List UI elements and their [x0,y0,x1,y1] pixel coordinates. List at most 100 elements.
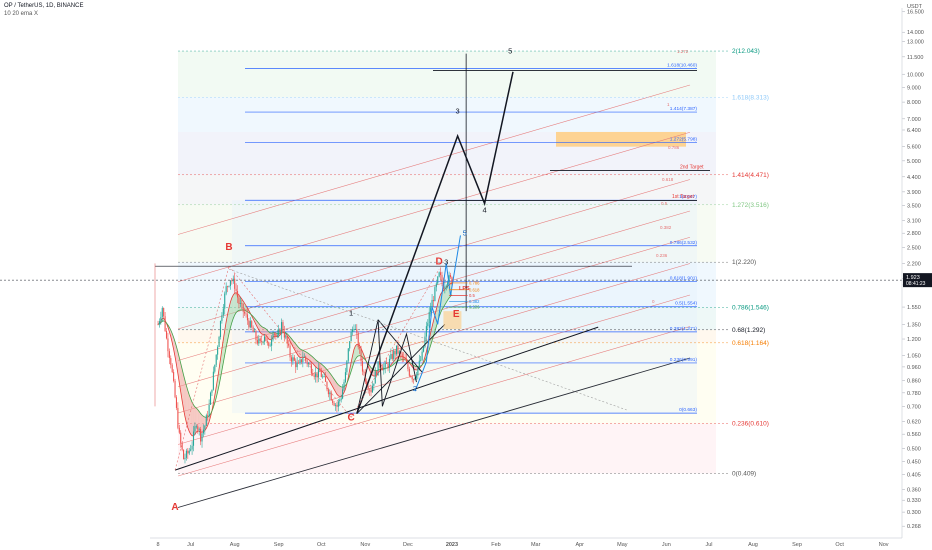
candle-body [398,351,400,354]
price-tick-label: 0.960 [907,365,921,371]
ema-band-segment [229,301,231,334]
candle-body [158,321,160,325]
candle-body [161,307,163,318]
price-tick-label: 9.000 [907,85,921,91]
candle-body [167,338,169,352]
candle-body [160,317,162,322]
channel-line [177,263,691,414]
candle-body [427,323,429,327]
candle-body [312,373,314,376]
candle-body [313,375,315,377]
candle-body [283,331,285,338]
time-tick-label: Dec [403,542,413,548]
candle-body [361,361,364,372]
e-zone [443,311,462,330]
candle-body [420,359,422,361]
candle-body [217,347,219,355]
candle-body [252,327,254,333]
candle-body [445,285,447,287]
wave-label-2: 2 [413,384,417,393]
price-tick-label: 10.000 [907,72,924,78]
candle-body [194,426,196,432]
candle-body [262,341,264,343]
candle-body [432,299,435,302]
mini-fib-label: 0.618 [469,287,480,292]
ema-band-segment [297,345,299,357]
candle-body [428,311,430,324]
ema-band-segment [325,367,327,378]
channel-label: 1.272 [677,49,689,54]
wave-label-d: D [436,256,443,267]
fib-level-label: 0.618(1.164) [732,340,769,347]
wave-label-b: B [225,242,232,253]
ema-band-segment [336,383,339,396]
candle-body [269,345,271,347]
candle-body [292,357,294,362]
inner-fib-label: 1.618(10.460) [667,63,697,69]
fib-level-label: 0.236(0.610) [732,421,769,428]
candle-body [177,407,179,428]
ema-band-segment [318,362,320,370]
ema-band-segment [197,409,200,432]
candle-body [370,389,372,393]
price-tick-label: 3.900 [907,190,921,196]
candle-body [418,360,420,369]
candle-body [405,359,408,363]
time-axis[interactable]: 8 Jul Aug Sep Oct Nov Dec 2023 Feb Mar Apr May Jun Ju… [150,537,902,548]
ema-band-segment [183,374,185,417]
time-tick-label: Nov [879,542,889,548]
candle-body [302,357,304,363]
candle-body [408,369,410,376]
candle-body [303,356,305,358]
candle-body [319,368,321,372]
ema-band-segment [335,381,337,395]
first-target-label: 1st Target [672,194,694,200]
inner-fib-label: 0.618(1.901) [670,276,698,282]
candle-body [377,361,379,376]
candle-body [268,342,270,346]
ema-band-segment [196,408,198,433]
price-tick-label: 0.500 [907,446,921,452]
candle-body [332,400,334,403]
fib-zone-0 [178,51,716,98]
ema-band-segment [268,331,271,340]
triangle-upper [377,319,423,373]
candle-body [187,450,189,454]
ema-band-segment [315,359,318,369]
candle-body [336,404,338,407]
projected-impulse [356,71,514,414]
inner-fib-label: 0.5(1.554) [675,301,697,307]
channel-label: 0.5 [661,201,668,206]
channel-line [177,326,691,477]
candle-body [356,328,358,334]
candle-body [174,380,176,398]
wave-label-4: 4 [483,206,487,215]
wave-label-3: 3 [456,107,460,116]
candle-body [212,371,214,390]
candle-body [315,373,317,377]
candles [157,267,453,464]
ema-band-segment [356,344,359,358]
ema-band-segment [180,363,183,401]
price-tick-label: 1.200 [907,337,921,343]
mini-fib-label: 0.786 [469,280,480,285]
ema-band-segment [246,305,248,312]
price-axis[interactable]: 16.500 14.000 13.000 11.500 10.000 9.000 8.000… [901,4,932,538]
wave-label-e: E [453,309,460,320]
candle-body [157,324,159,326]
candle-body [353,329,355,331]
ema-band-segment [261,326,264,335]
time-tick-label: Oct [317,542,326,548]
ema-band-segment [444,287,447,305]
bar-countdown: 08:41:23 [906,281,926,287]
ema-band-segment [322,365,325,374]
ema-band-segment [307,352,309,360]
candle-body [280,322,283,334]
time-tick-label: Jul [705,542,712,548]
current-price-tag [903,273,932,288]
ema-band-segment [304,350,306,358]
inner-fib-label: 1.414(7.387) [670,106,698,112]
candle-body [381,367,383,371]
